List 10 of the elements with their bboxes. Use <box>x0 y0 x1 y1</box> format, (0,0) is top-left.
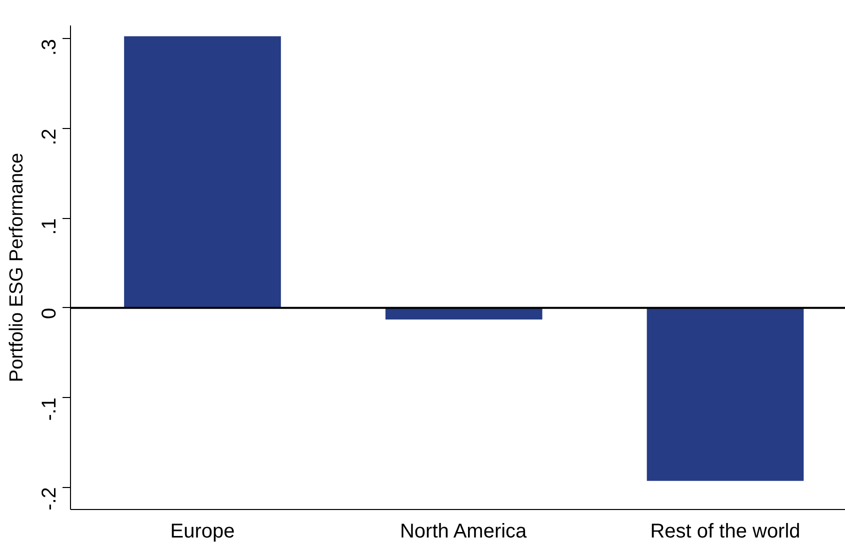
x-tick-label: North America <box>400 520 528 542</box>
y-tick-label: -.2 <box>38 487 60 510</box>
y-tick-label: 0 <box>38 308 60 319</box>
x-tick-label: Europe <box>170 520 235 542</box>
y-tick-label: .2 <box>38 128 60 146</box>
x-tick-label: Rest of the world <box>650 520 800 542</box>
y-tick-label: -.1 <box>38 397 60 421</box>
y-tick-label: .3 <box>38 38 60 56</box>
y-tick-label: .1 <box>38 218 60 235</box>
y-axis-title: Portfolio ESG Performance <box>6 152 28 382</box>
